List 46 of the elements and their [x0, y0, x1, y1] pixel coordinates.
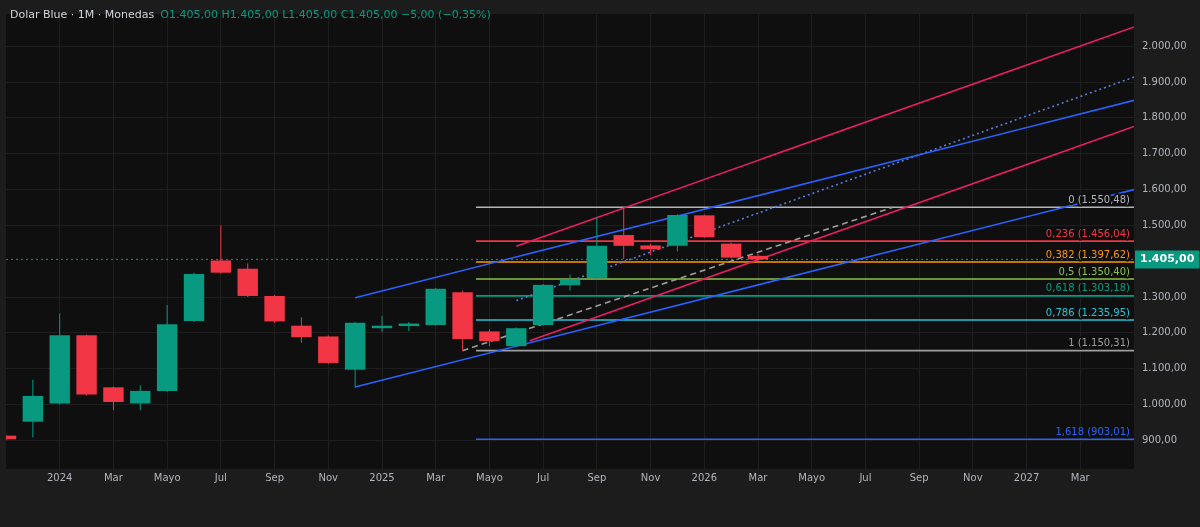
ref-line-label: 1.405,00 [1140, 252, 1195, 266]
x-tick-label: Nov [318, 471, 339, 483]
x-tick-label: Mar [426, 471, 447, 483]
x-tick-label: 2026 [691, 471, 718, 483]
x-tick-label: Jul [536, 471, 550, 483]
chart-subtitle: O1.405,00 H1.405,00 L1.405,00 C1.405,00 −5,00 (−0,35%) [160, 8, 491, 21]
x-tick-label: Sep [587, 471, 607, 483]
chart-title: Dolar Blue · 1M · Monedas [10, 8, 155, 21]
x-tick-label: Jul [213, 471, 227, 483]
x-tick-label: Nov [963, 471, 983, 483]
annotation: 0,236 (1.456,04) [1045, 227, 1131, 239]
annotation: 0,5 (1.350,40) [1058, 265, 1131, 277]
candlestick [210, 224, 232, 275]
x-tick-label: Mar [103, 471, 124, 483]
candlestick [506, 326, 527, 348]
annotation: 0,786 (1.235,95) [1045, 306, 1131, 318]
candlestick [130, 385, 151, 411]
y-tick-label: 1.500,00 [1142, 218, 1187, 230]
annotation: 1,618 (903,01) [1055, 425, 1131, 437]
y-tick-label: 1.300,00 [1142, 290, 1187, 302]
y-tick-label: 900,00 [1142, 433, 1177, 445]
y-tick-label: 1.900,00 [1142, 75, 1187, 87]
x-tick-label: Mar [1070, 471, 1091, 483]
x-tick-label: 2025 [369, 471, 395, 483]
x-tick-label: Sep [909, 471, 929, 483]
x-tick-label: Sep [265, 471, 284, 483]
annotation: 1 (1.150,31) [1068, 337, 1131, 349]
x-tick-label: Mar [748, 471, 769, 483]
x-tick-label: Jul [858, 471, 872, 483]
x-tick-label: Mayo [798, 471, 826, 483]
y-tick-label: 1.600,00 [1142, 183, 1187, 195]
x-tick-label: Mayo [153, 471, 181, 483]
x-tick-label: 2027 [1013, 471, 1040, 483]
y-tick-label: 1.200,00 [1142, 326, 1187, 338]
y-tick-label: 2.000,00 [1142, 39, 1187, 51]
y-tick-label: 1.700,00 [1142, 147, 1187, 159]
annotation: 0,382 (1.397,62) [1045, 248, 1131, 260]
y-tick-label: 1.800,00 [1142, 111, 1187, 123]
y-tick-label: 1.000,00 [1142, 398, 1187, 410]
x-tick-label: Mayo [476, 471, 503, 483]
y-tick-label: 1.100,00 [1142, 362, 1187, 374]
x-tick-label: 2024 [46, 471, 73, 483]
candlestick [291, 316, 312, 344]
x-tick-label: Nov [640, 471, 661, 483]
candlestick [559, 273, 581, 292]
annotation: 0,618 (1.303,18) [1045, 282, 1131, 294]
